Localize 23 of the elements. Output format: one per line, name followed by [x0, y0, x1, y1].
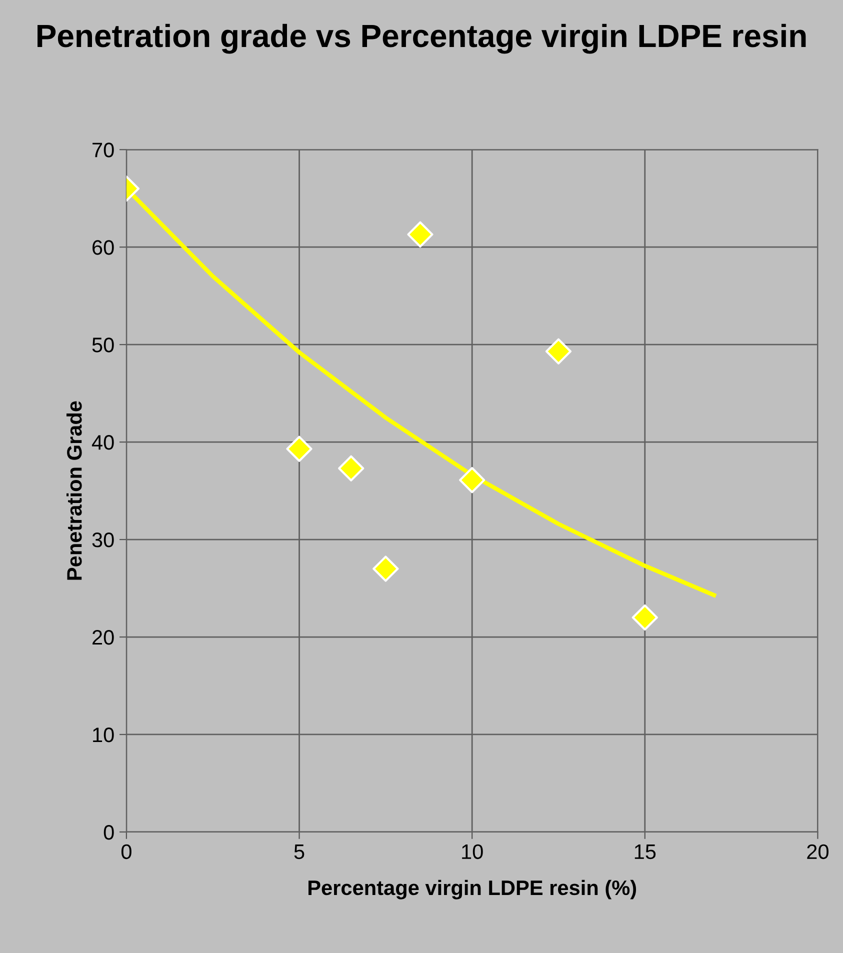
y-tick-label: 30	[92, 532, 114, 548]
y-tick-label: 20	[92, 630, 114, 645]
y-tick-label: 50	[92, 338, 114, 352]
x-tick-label: 5	[294, 844, 304, 860]
x-axis-title: Percentage virgin LDPE resin (%)	[308, 880, 636, 900]
point	[407, 221, 434, 248]
x-tick-label: 10	[462, 844, 483, 860]
y-tick-label: 10	[93, 727, 114, 742]
x-tick-label: 15	[634, 844, 656, 860]
point	[338, 455, 364, 482]
y-axis-title: Penetration Grade	[66, 401, 82, 580]
point	[286, 436, 312, 462]
point	[632, 604, 658, 631]
y-tick-label: 0	[104, 824, 114, 840]
y-tick-label: 70	[92, 142, 114, 158]
x-tick-label: 0	[121, 844, 132, 860]
y-tick-label: 40	[92, 435, 114, 450]
point	[459, 467, 486, 494]
chart-title: Penetration grade vs Percentage virgin LDPE resin	[38, 24, 806, 54]
point	[372, 556, 399, 582]
x-tick-label: 20	[807, 844, 828, 860]
point	[545, 338, 572, 364]
y-tick-label: 60	[92, 240, 114, 255]
